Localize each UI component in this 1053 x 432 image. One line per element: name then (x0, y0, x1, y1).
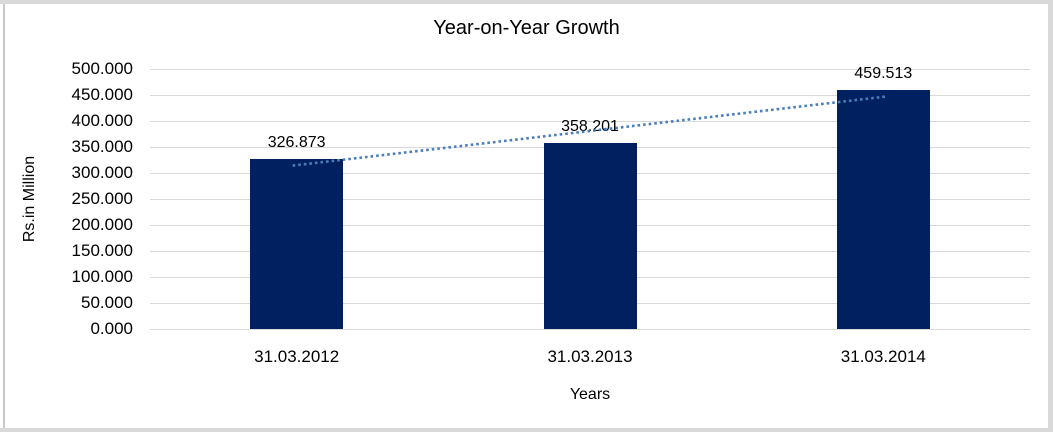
y-tick-label: 200.000 (71, 215, 133, 234)
y-tick-label: 350.000 (71, 137, 133, 156)
frame-bottom-border (0, 428, 1053, 432)
x-category-label: 31.03.2013 (547, 347, 633, 366)
chart-title: Year-on-Year Growth (433, 17, 620, 39)
bar-value-label: 358.201 (561, 117, 619, 135)
x-category-label: 31.03.2012 (254, 347, 340, 366)
y-tick-label: 300.000 (71, 163, 133, 182)
y-tick-label: 100.000 (71, 267, 133, 286)
y-tick-label: 50.000 (81, 293, 133, 312)
bar (543, 142, 637, 329)
bar (836, 90, 930, 329)
x-axis-title: Years (569, 386, 611, 403)
frame-left-border (3, 4, 5, 428)
y-tick-label: 450.000 (71, 85, 133, 104)
y-tick-label: 500.000 (71, 59, 133, 78)
grid-line (150, 68, 1030, 70)
frame-right-border (1048, 0, 1053, 432)
x-category-label: 31.03.2014 (840, 347, 926, 366)
y-tick-label: 400.000 (71, 111, 133, 130)
bar-value-label: 459.513 (854, 65, 913, 83)
grid-line (150, 328, 1030, 330)
bar-value-label: 326.873 (267, 134, 326, 152)
grid-line (150, 94, 1030, 96)
bar (250, 159, 344, 329)
y-tick-label: 150.000 (71, 241, 133, 260)
y-tick-label: 250.000 (71, 189, 133, 208)
y-tick-label: 0.000 (90, 319, 133, 338)
frame-top-border (0, 0, 1053, 4)
